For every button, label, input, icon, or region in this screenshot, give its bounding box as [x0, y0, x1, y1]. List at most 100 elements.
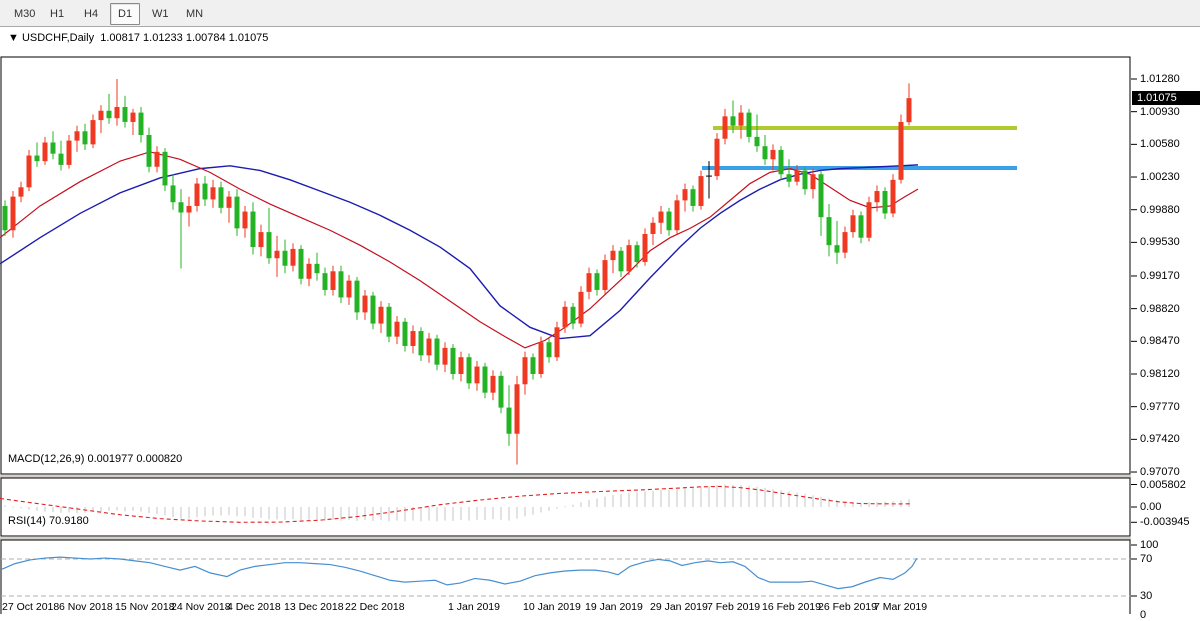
candle-body [434, 338, 440, 365]
pane-splitter[interactable] [0, 475, 1131, 478]
candle-body [490, 375, 496, 393]
candle-wick [116, 79, 118, 126]
time-axis-label: 19 Jan 2019 [585, 601, 643, 613]
candle-body [378, 306, 384, 324]
macd-histogram-bar [604, 496, 606, 507]
candle-body [410, 331, 416, 346]
candle-body [50, 142, 56, 154]
rsi-axis-label: 30 [1140, 590, 1153, 602]
macd-histogram-bar [500, 507, 502, 520]
macd-histogram-bar [36, 507, 38, 511]
macd-histogram-bar [652, 490, 654, 507]
macd-histogram-bar [4, 505, 6, 507]
candle-body [314, 263, 320, 274]
candle-body [346, 280, 352, 298]
candle-body [466, 357, 472, 384]
candle-body [522, 357, 528, 385]
timeframe-button-h4[interactable]: H4 [84, 8, 99, 20]
macd-histogram-bar [372, 507, 374, 521]
timeframe-button-h1[interactable]: H1 [50, 8, 65, 20]
candle-body [858, 215, 864, 238]
candle-wick [708, 161, 710, 199]
candle-body [690, 189, 696, 206]
timeframe-button-mn[interactable]: MN [186, 8, 204, 20]
candle-body [458, 357, 464, 374]
time-axis-label: 27 Oct 2018 [2, 601, 60, 613]
candle-body [298, 248, 304, 279]
macd-histogram-bar [268, 507, 270, 520]
candle-body [106, 110, 112, 119]
candle-body [234, 196, 240, 229]
pane-rsi [0, 539, 1131, 614]
candle-body [386, 306, 392, 337]
chart-surface[interactable] [0, 28, 1200, 614]
candle-body [506, 407, 512, 434]
candle-body [882, 191, 888, 214]
macd-histogram-bar [116, 507, 118, 511]
macd-histogram-bar [612, 494, 614, 507]
macd-histogram-bar [580, 502, 582, 507]
candle-body [210, 187, 216, 200]
candle-body [90, 120, 96, 145]
candle-body [450, 347, 456, 374]
macd-histogram-bar [484, 507, 486, 521]
macd-histogram-bar [796, 492, 798, 507]
macd-signal-line [0, 485, 913, 523]
candle-wick [108, 93, 110, 124]
candle-body [874, 191, 880, 203]
pane-splitter[interactable] [0, 537, 1131, 540]
macd-histogram-bar [812, 495, 814, 507]
macd-histogram-bar [212, 507, 214, 516]
macd-histogram-bar [220, 507, 222, 516]
timeframe-button-d1[interactable]: D1 [110, 3, 141, 25]
candle-body [98, 110, 104, 121]
price-axis-label: 0.99170 [1140, 269, 1180, 282]
time-axis-label: 7 Feb 2019 [707, 601, 761, 613]
candle-body [818, 174, 824, 218]
macd-histogram-bar [284, 507, 286, 520]
candle-wick [180, 189, 182, 269]
macd-histogram-bar [44, 507, 46, 512]
price-axis-label: 0.97770 [1140, 400, 1180, 413]
candle-body [474, 366, 480, 384]
macd-histogram-bar [868, 502, 870, 507]
price-axis-label: 0.97070 [1140, 466, 1180, 479]
candle-body [746, 112, 752, 137]
candle-body [290, 248, 296, 266]
timeframe-button-m30[interactable]: M30 [14, 8, 36, 20]
candle-body [274, 250, 280, 259]
macd-histogram-bar [508, 507, 510, 521]
price-axis-label: 0.97420 [1140, 433, 1180, 446]
price-axis-label: 0.99530 [1140, 236, 1180, 249]
candle-body [594, 273, 600, 290]
candle-body [906, 98, 912, 123]
timeframe-button-w1[interactable]: W1 [152, 8, 169, 20]
candle-body [42, 142, 48, 162]
candle-body [538, 342, 544, 374]
time-axis-label: 7 Mar 2019 [874, 601, 928, 613]
candle-body [778, 149, 784, 175]
time-axis-label: 26 Feb 2019 [818, 601, 877, 613]
candle-body [58, 153, 64, 165]
macd-histogram-bar [428, 507, 430, 521]
candle-body [762, 146, 768, 160]
candle-body [306, 263, 312, 279]
macd-histogram-bar [460, 507, 462, 521]
macd-histogram-bar [356, 507, 358, 521]
candle-body [250, 211, 256, 248]
candle-body [138, 112, 144, 136]
candle-body [562, 306, 568, 328]
macd-histogram-bar [316, 507, 318, 520]
macd-histogram-bar [172, 507, 174, 518]
macd-histogram-bar [188, 507, 190, 519]
macd-histogram-bar [532, 507, 534, 515]
macd-histogram-bar [140, 507, 142, 512]
collapse-arrow-icon[interactable]: ▼ [8, 32, 19, 44]
candle-body [626, 245, 632, 272]
time-axis-label: 22 Dec 2018 [345, 601, 405, 613]
macd-histogram-bar [788, 491, 790, 507]
macd-histogram-bar [756, 486, 758, 507]
macd-histogram-bar [740, 485, 742, 507]
resistance-yellow-line[interactable] [713, 126, 1017, 130]
macd-histogram-bar [524, 507, 526, 517]
